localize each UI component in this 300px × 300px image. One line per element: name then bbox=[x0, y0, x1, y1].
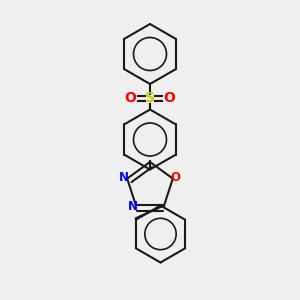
Text: N: N bbox=[119, 171, 129, 184]
Text: O: O bbox=[171, 171, 181, 184]
Text: O: O bbox=[164, 92, 175, 105]
Text: N: N bbox=[128, 200, 138, 213]
Text: S: S bbox=[145, 92, 155, 105]
Text: O: O bbox=[124, 92, 136, 105]
